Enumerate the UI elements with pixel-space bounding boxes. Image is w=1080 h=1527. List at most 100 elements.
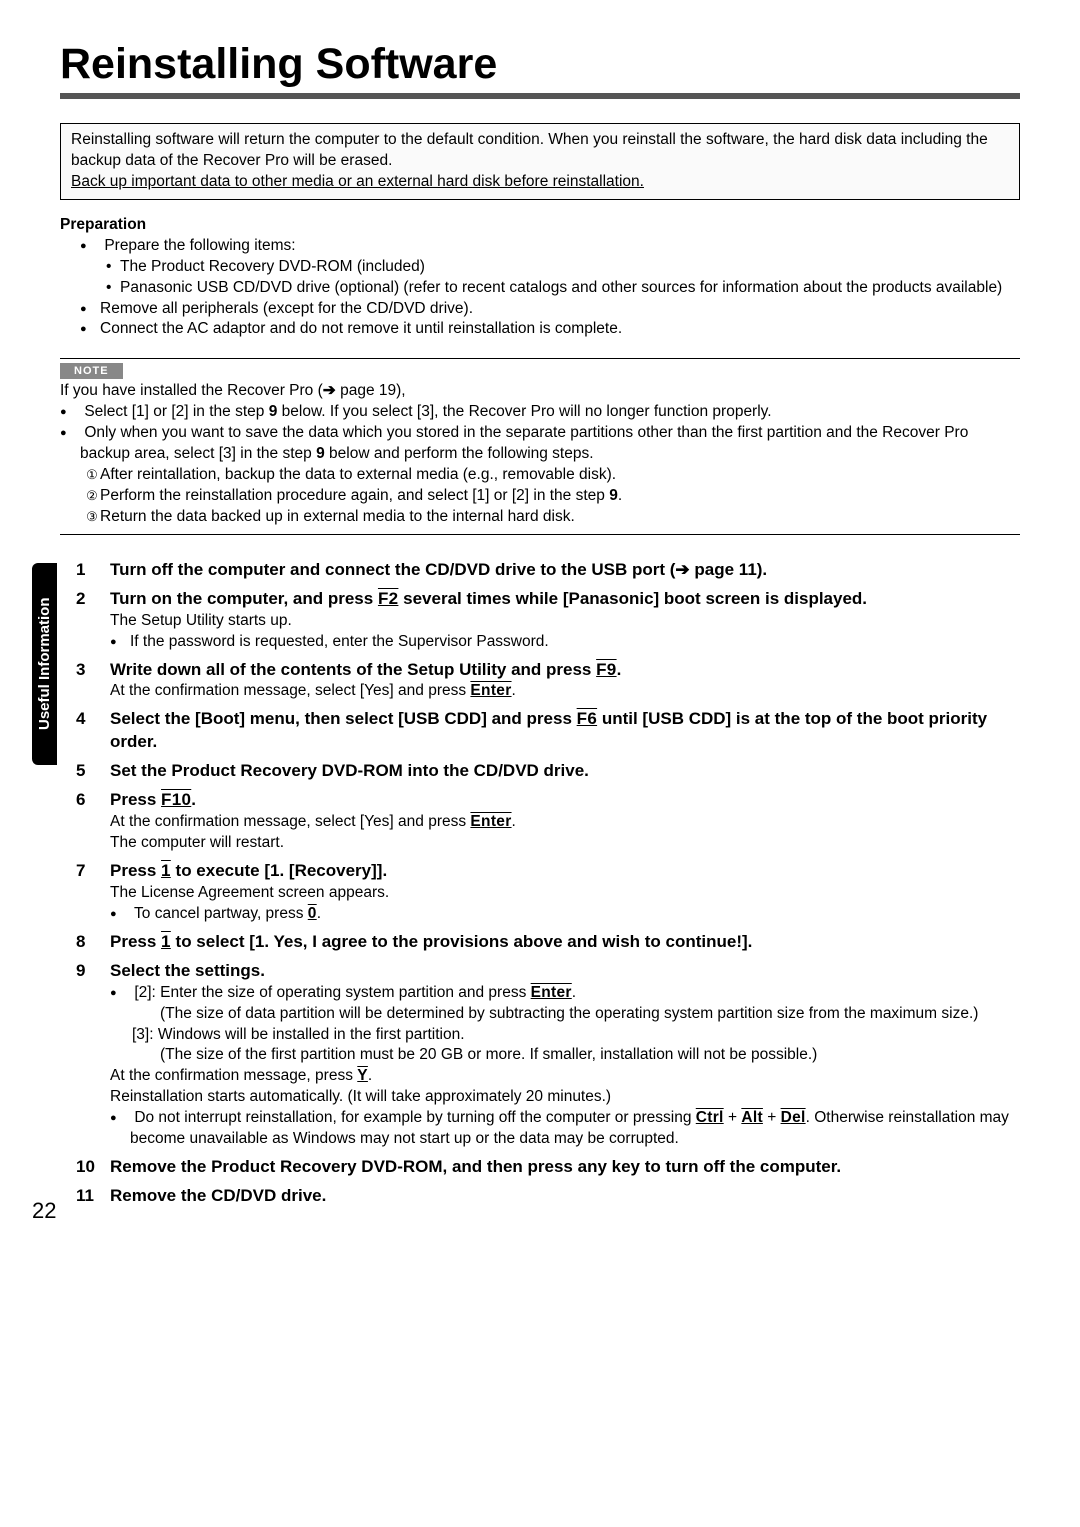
s8-ta: Press bbox=[110, 932, 161, 951]
s8-tb: to select [1. Yes, I agree to the provis… bbox=[171, 932, 753, 951]
step-5-title: Set the Product Recovery DVD-ROM into th… bbox=[110, 761, 589, 780]
s9-conf-b: . bbox=[368, 1067, 372, 1084]
s7-tb: to execute [1. [Recovery]]. bbox=[171, 861, 387, 880]
prep-sub-1: The Product Recovery DVD-ROM (included) bbox=[120, 257, 1020, 278]
note-badge: NOTE bbox=[60, 363, 123, 379]
note-c2-bold: 9 bbox=[609, 487, 618, 504]
intro-box: Reinstalling software will return the co… bbox=[60, 123, 1020, 200]
s6-body2: The computer will restart. bbox=[110, 834, 284, 851]
step-9-num: 9 bbox=[76, 960, 110, 1150]
step-11: 11 Remove the CD/DVD drive. bbox=[76, 1185, 1020, 1208]
s9-warn: Do not interrupt reinstallation, for exa… bbox=[130, 1108, 1020, 1150]
step-7-num: 7 bbox=[76, 860, 110, 925]
step-9: 9 Select the settings. [2]: Enter the si… bbox=[76, 960, 1020, 1150]
step-4-title: Select the [Boot] menu, then select [USB… bbox=[110, 709, 987, 751]
s7-body1: The License Agreement screen appears. bbox=[110, 884, 389, 901]
page: Reinstalling Software Reinstalling softw… bbox=[0, 0, 1080, 1254]
step-8: 8 Press 1 to select [1. Yes, I agree to … bbox=[76, 931, 1020, 954]
note-b1-b: below. If you select [3], the Recover Pr… bbox=[277, 403, 771, 420]
arrow-icon: ➔ bbox=[323, 382, 336, 399]
prep-item-1: Prepare the following items: The Product… bbox=[100, 236, 1020, 299]
step-7-body: The License Agreement screen appears. To… bbox=[110, 883, 1020, 925]
s7-bullet: To cancel partway, press 0. bbox=[130, 904, 1020, 925]
step-2-body: The Setup Utility starts up. If the pass… bbox=[110, 611, 1020, 653]
note-intro-a: If you have installed the Recover Pro ( bbox=[60, 382, 323, 399]
preparation-heading: Preparation bbox=[60, 216, 1020, 234]
s9-wp2: + bbox=[763, 1109, 781, 1126]
step-6-body: At the confirmation message, select [Yes… bbox=[110, 812, 1020, 854]
keycap-f10: F10 bbox=[161, 790, 191, 809]
s2-body1: The Setup Utility starts up. bbox=[110, 612, 292, 629]
page-title: Reinstalling Software bbox=[60, 40, 1020, 89]
circled-3: ③ bbox=[84, 508, 100, 526]
note-c2-a: Perform the reinstallation procedure aga… bbox=[100, 487, 609, 504]
step-5: 5 Set the Product Recovery DVD-ROM into … bbox=[76, 760, 1020, 783]
note-c2-b: . bbox=[618, 487, 622, 504]
step-10-num: 10 bbox=[76, 1156, 110, 1179]
note-intro-b: page 19), bbox=[336, 382, 406, 399]
note-c1: After reintallation, backup the data to … bbox=[100, 466, 616, 483]
s7-bullet-b: . bbox=[317, 905, 321, 922]
circled-1: ① bbox=[84, 466, 100, 484]
note-bullet-1: Select [1] or [2] in the step 9 below. I… bbox=[80, 402, 1020, 423]
keycap-del: Del bbox=[781, 1109, 806, 1126]
title-divider bbox=[60, 93, 1020, 99]
s2-ta: Turn on the computer, and press bbox=[110, 589, 378, 608]
circled-2: ② bbox=[84, 487, 100, 505]
keycap-1: 1 bbox=[161, 932, 171, 951]
step-7: 7 Press 1 to execute [1. [Recovery]]. Th… bbox=[76, 860, 1020, 925]
prep-sublist: The Product Recovery DVD-ROM (included) … bbox=[100, 257, 1020, 299]
prep-item-1-text: Prepare the following items: bbox=[104, 237, 295, 254]
step-1-title: Turn off the computer and connect the CD… bbox=[110, 560, 767, 579]
step-3-body: At the confirmation message, select [Yes… bbox=[110, 681, 1020, 702]
keycap-f9: F9 bbox=[596, 660, 616, 679]
s6-tb: . bbox=[191, 790, 196, 809]
step-2-num: 2 bbox=[76, 588, 110, 653]
step-9-title: Select the settings. bbox=[110, 961, 265, 980]
s2-bullet1: If the password is requested, enter the … bbox=[130, 632, 1020, 653]
s3-bb: . bbox=[512, 682, 516, 699]
s9-bullet1: [2]: Enter the size of operating system … bbox=[130, 983, 1020, 1004]
note-divider-bottom bbox=[60, 534, 1020, 535]
keycap-1: 1 bbox=[161, 861, 171, 880]
step-2: 2 Turn on the computer, and press F2 sev… bbox=[76, 588, 1020, 653]
step-6-num: 6 bbox=[76, 789, 110, 854]
prep-sub-2: Panasonic USB CD/DVD drive (optional) (r… bbox=[120, 278, 1020, 299]
s9-sub2: (The size of the first partition must be… bbox=[110, 1045, 1020, 1066]
s4-ta: Select the [Boot] menu, then select [USB… bbox=[110, 709, 577, 728]
prep-item-3: Connect the AC adaptor and do not remove… bbox=[100, 319, 1020, 340]
intro-text-2: Back up important data to other media or… bbox=[71, 173, 644, 190]
step-10-title: Remove the Product Recovery DVD-ROM, and… bbox=[110, 1157, 841, 1176]
step-10: 10 Remove the Product Recovery DVD-ROM, … bbox=[76, 1156, 1020, 1179]
step-4-num: 4 bbox=[76, 708, 110, 754]
steps-body: 1 Turn off the computer and connect the … bbox=[60, 553, 1020, 1214]
keycap-ctrl: Ctrl bbox=[696, 1109, 724, 1126]
preparation-list: Prepare the following items: The Product… bbox=[60, 236, 1020, 341]
side-tab: Useful Information bbox=[32, 563, 60, 1214]
keycap-y: Y bbox=[357, 1067, 368, 1084]
keycap-enter: Enter bbox=[470, 813, 511, 830]
s9-wa: Do not interrupt reinstallation, for exa… bbox=[134, 1109, 695, 1126]
keycap-enter: Enter bbox=[531, 984, 572, 1001]
s6-ta: Press bbox=[110, 790, 161, 809]
note-bullet-2: Only when you want to save the data whic… bbox=[80, 423, 1020, 528]
s9-conf: At the confirmation message, press Y. bbox=[110, 1066, 1020, 1087]
step-3: 3 Write down all of the contents of the … bbox=[76, 659, 1020, 703]
keycap-alt: Alt bbox=[741, 1109, 763, 1126]
s3-tb: . bbox=[617, 660, 622, 679]
step-1: 1 Turn off the computer and connect the … bbox=[76, 559, 1020, 582]
s3-ta: Write down all of the contents of the Se… bbox=[110, 660, 596, 679]
step-7-title: Press 1 to execute [1. [Recovery]]. bbox=[110, 861, 387, 880]
s2-tb: several times while [Panasonic] boot scr… bbox=[398, 589, 867, 608]
step-8-num: 8 bbox=[76, 931, 110, 954]
step-1-num: 1 bbox=[76, 559, 110, 582]
step-3-num: 3 bbox=[76, 659, 110, 703]
step-8-title: Press 1 to select [1. Yes, I agree to th… bbox=[110, 932, 752, 951]
intro-text-1: Reinstalling software will return the co… bbox=[71, 131, 988, 169]
s3-ba: At the confirmation message, select [Yes… bbox=[110, 682, 470, 699]
side-tab-label: Useful Information bbox=[32, 563, 57, 765]
step-11-title: Remove the CD/DVD drive. bbox=[110, 1186, 326, 1205]
step-4: 4 Select the [Boot] menu, then select [U… bbox=[76, 708, 1020, 754]
s9-line3: [3]: Windows will be installed in the fi… bbox=[110, 1025, 1020, 1046]
step-9-body: [2]: Enter the size of operating system … bbox=[110, 983, 1020, 1150]
